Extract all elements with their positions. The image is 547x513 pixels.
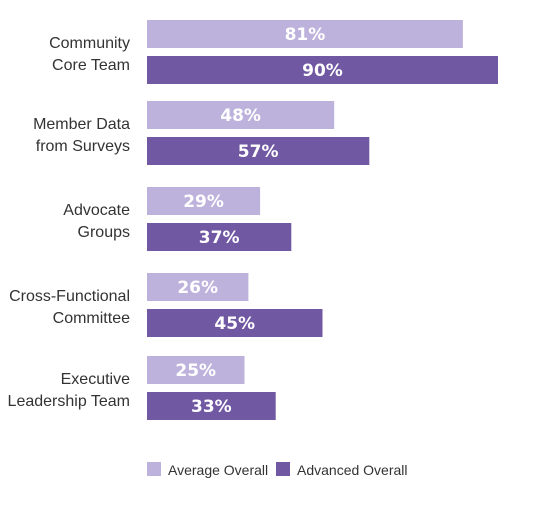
category-label-line: Groups — [78, 224, 130, 241]
category-label-line: Community — [49, 35, 130, 52]
bar-average — [147, 187, 261, 215]
bar-value-label: 37% — [199, 228, 240, 248]
bar-average — [147, 356, 245, 384]
bar-advanced — [147, 56, 498, 84]
legend-swatch — [147, 462, 161, 476]
category-label-line: Leadership Team — [8, 393, 130, 410]
category-label: Executive Leadership Team — [8, 371, 131, 410]
category-label-line: from Surveys — [36, 138, 130, 155]
category-label-line: Member Data — [33, 116, 130, 133]
category-label-line: Committee — [53, 310, 130, 327]
bar-value-label: 45% — [214, 314, 255, 334]
category-label: Cross-Functional Committee — [9, 288, 130, 327]
category-label: Advocate Groups — [63, 202, 130, 241]
legend-label: Advanced Overall — [297, 462, 408, 478]
bar-value-label: 29% — [183, 192, 224, 212]
bar-value-label: 48% — [220, 106, 261, 126]
bars-layer: 81% 90% 48% 57% 29% 37% 26% 45% 25% 33% — [147, 20, 498, 420]
category-label-line: Cross-Functional — [9, 288, 130, 305]
bar-value-label: 26% — [177, 278, 218, 298]
category-labels: Community Core Team Member Data from Survey… — [8, 35, 131, 410]
bar-advanced — [147, 392, 276, 420]
bar-average — [147, 101, 335, 129]
bar-advanced — [147, 309, 323, 337]
category-label-line: Executive — [61, 371, 130, 388]
bar-value-label: 90% — [302, 61, 343, 81]
bar-value-label: 81% — [285, 25, 326, 45]
legend: Average Overall Advanced Overall — [147, 462, 408, 478]
category-label: Community Core Team — [49, 35, 130, 74]
legend-swatch — [276, 462, 290, 476]
bar-value-label: 33% — [191, 397, 232, 417]
category-label: Member Data from Surveys — [33, 116, 130, 155]
bar-average — [147, 20, 463, 48]
category-label-line: Core Team — [52, 57, 130, 74]
bar-average — [147, 273, 249, 301]
legend-label: Average Overall — [168, 462, 268, 478]
bar-value-label: 57% — [238, 142, 279, 162]
bar-advanced — [147, 137, 370, 165]
bar-value-label: 25% — [175, 361, 216, 381]
bar-advanced — [147, 223, 292, 251]
category-label-line: Advocate — [63, 202, 130, 219]
